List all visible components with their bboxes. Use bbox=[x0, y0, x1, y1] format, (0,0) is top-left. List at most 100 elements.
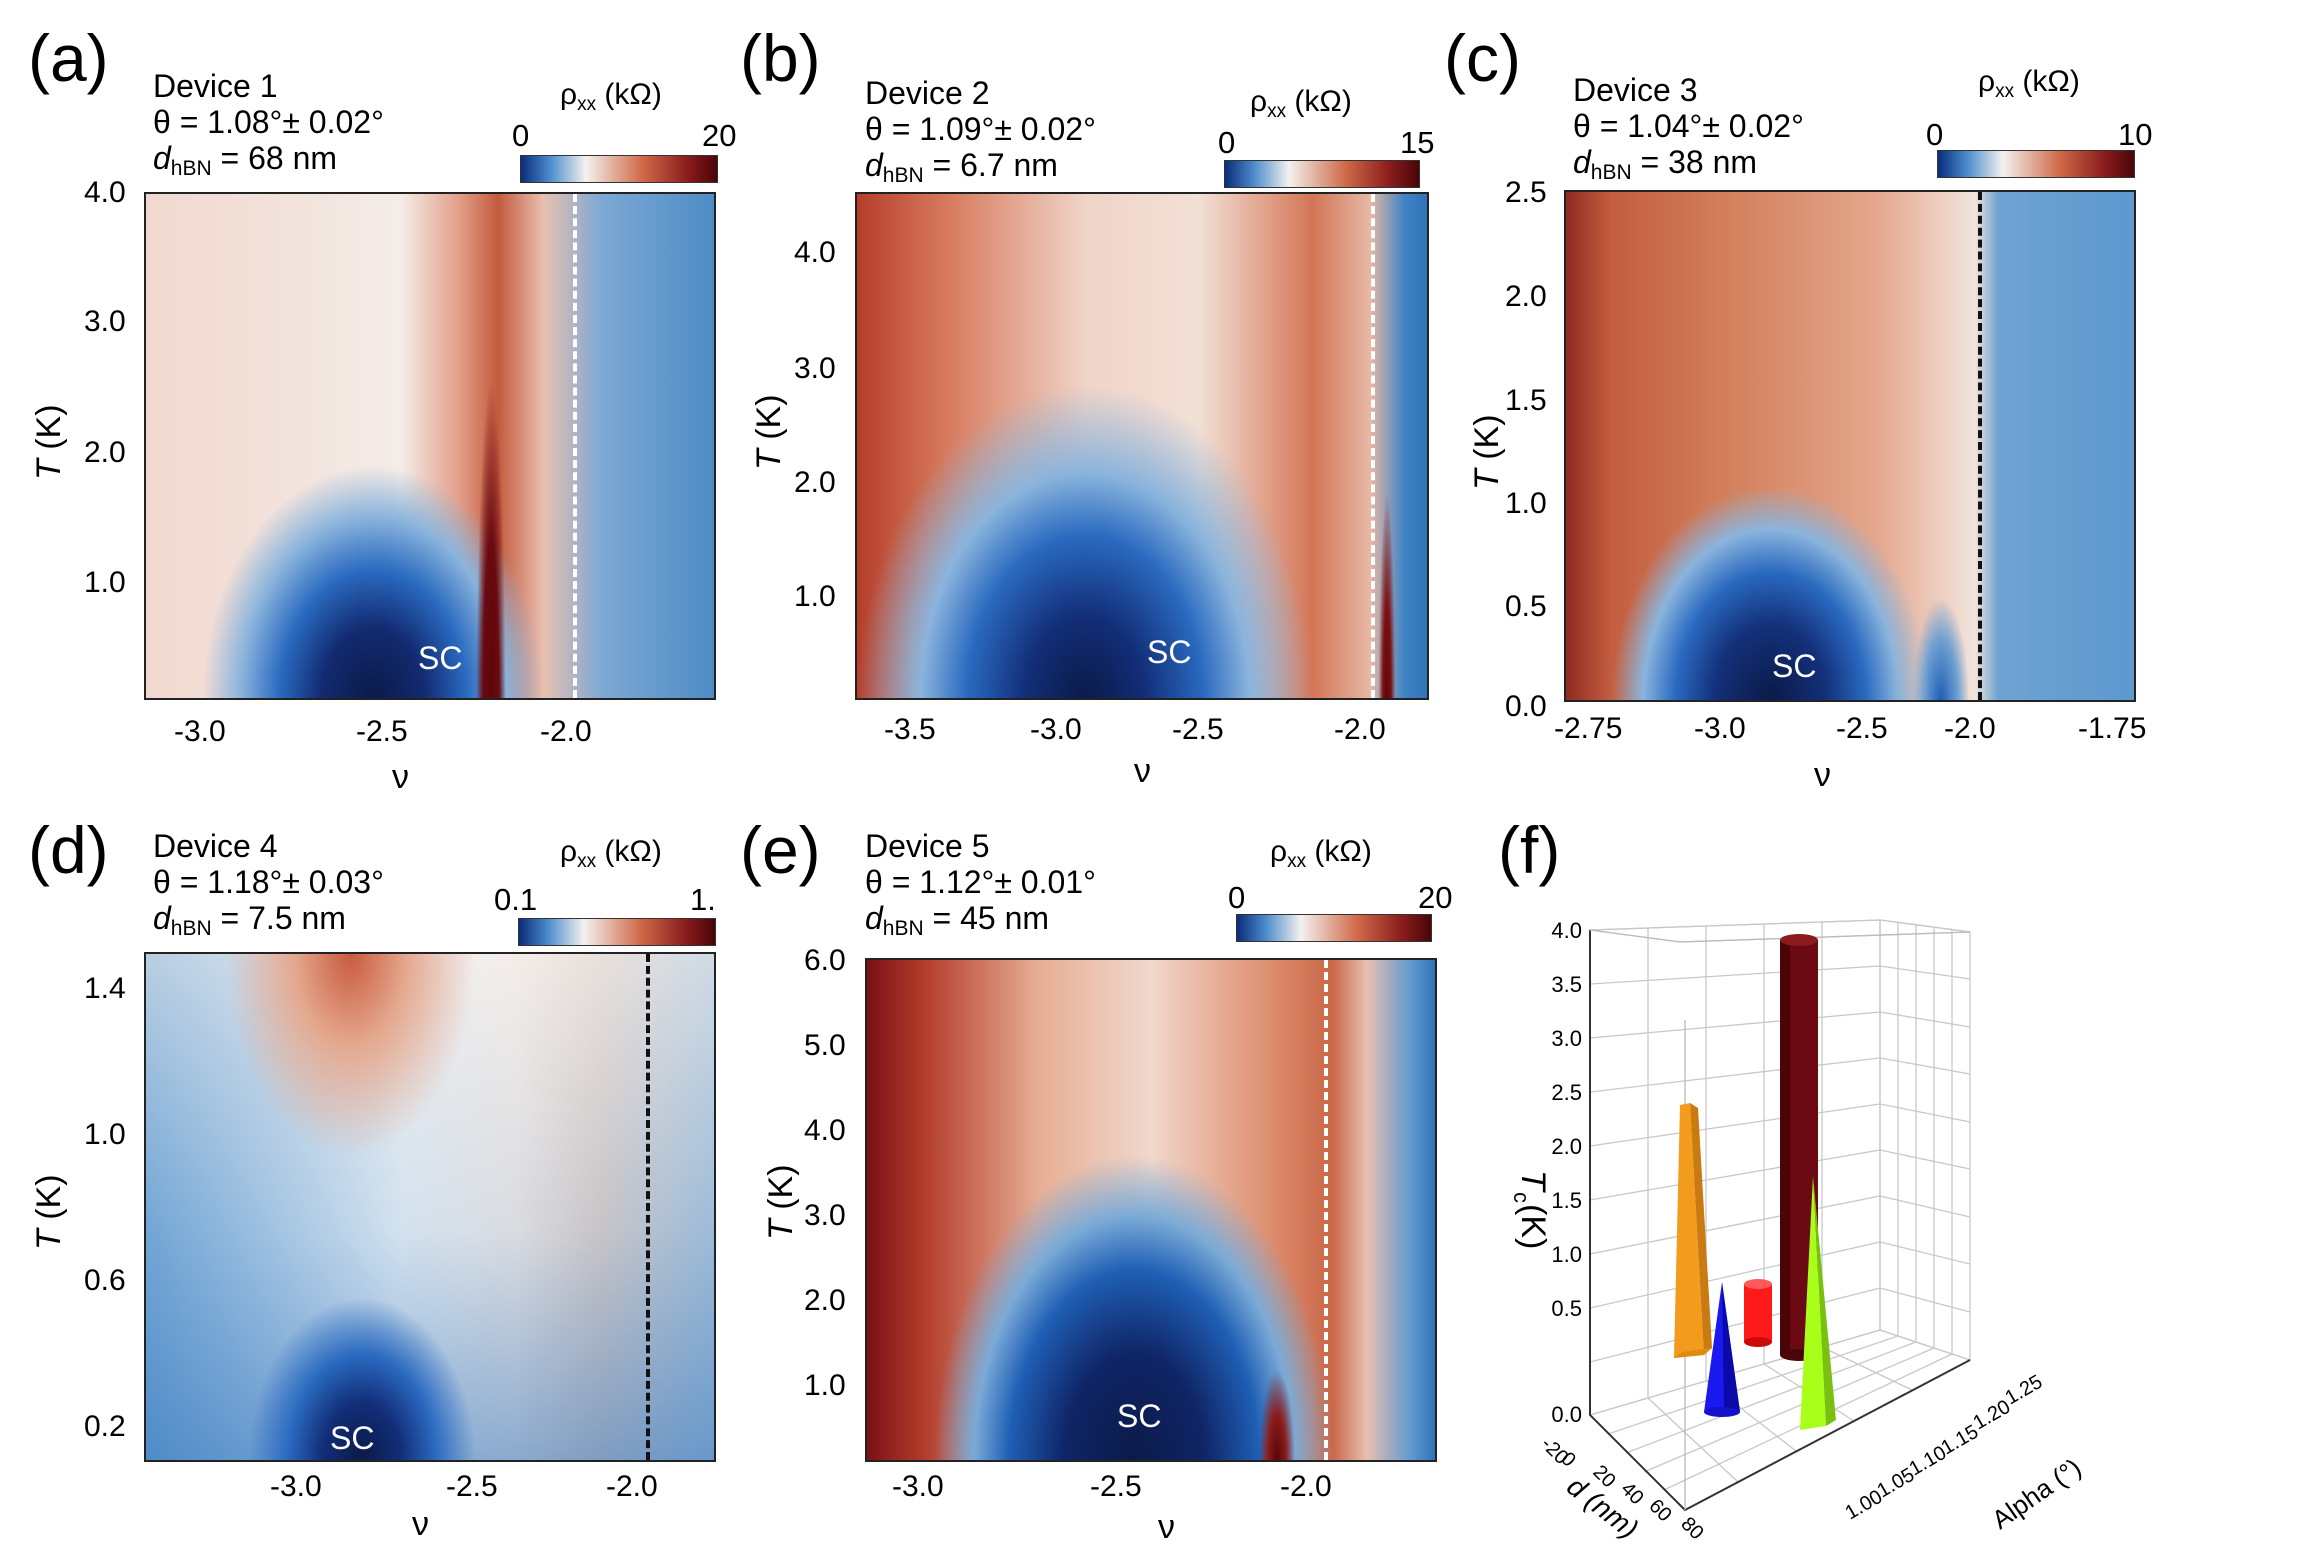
y-tick: 2.0 bbox=[804, 1284, 846, 1317]
sc-label: SC bbox=[330, 1420, 375, 1456]
x-tick: -2.0 bbox=[1944, 712, 1996, 745]
z-tick: 4.0 bbox=[1551, 918, 1582, 943]
colorbar bbox=[1937, 150, 2135, 178]
z-axis-label: T c (K) bbox=[1509, 1170, 1552, 1249]
y-tick: 4.0 bbox=[794, 236, 836, 269]
y-tick: 2.5 bbox=[1505, 176, 1547, 209]
device-title: Device 4 θ = 1.18°± 0.03° dhBN = 7.5 nm bbox=[153, 828, 384, 940]
sc-label: SC bbox=[1147, 634, 1192, 670]
y-tick: 3.0 bbox=[84, 305, 126, 338]
colorbar-max: 20 bbox=[702, 118, 737, 153]
z-tick: 2.5 bbox=[1551, 1080, 1582, 1105]
y-tick: 1.0 bbox=[804, 1369, 846, 1402]
x-tick: -2.5 bbox=[1836, 712, 1888, 745]
y-tick: 3.0 bbox=[804, 1199, 846, 1232]
z-tick: 0.5 bbox=[1551, 1296, 1582, 1321]
colorbar bbox=[1236, 914, 1432, 942]
heatmap-device-3: SC bbox=[1564, 190, 2136, 702]
colorbar bbox=[518, 918, 716, 946]
y-tick: 1.0 bbox=[84, 1118, 126, 1151]
bar-device-5 bbox=[1800, 1176, 1836, 1430]
colorbar-min: 0 bbox=[1228, 880, 1246, 915]
x-tick: -3.0 bbox=[174, 715, 226, 748]
colorbar-title: ρxx (kΩ) bbox=[1270, 835, 1372, 872]
colorbar-max: 10 bbox=[2118, 117, 2153, 152]
panel-letter: (a) bbox=[28, 21, 109, 95]
y-tick: 1.0 bbox=[1505, 487, 1547, 520]
x-axis-label: ν bbox=[1134, 752, 1151, 790]
nu-minus-2-line bbox=[646, 954, 650, 1460]
y-axis-label: T (K) bbox=[762, 1164, 800, 1240]
bar-device-3 bbox=[1704, 1282, 1740, 1417]
heatmap-device-4: SC bbox=[144, 952, 716, 1462]
nu-minus-2-line bbox=[1371, 194, 1375, 698]
y-tick: 0.2 bbox=[84, 1410, 126, 1443]
x-tick: -2.0 bbox=[540, 715, 592, 748]
panel-letter: (c) bbox=[1444, 21, 1521, 95]
panel-letter: (b) bbox=[740, 21, 821, 95]
x-axis-label: ν bbox=[412, 1505, 429, 1543]
colorbar bbox=[1224, 160, 1420, 188]
tc-3d-chart: 4.0 3.5 3.0 2.5 2.0 1.5 1.0 0.5 0.0 T c … bbox=[1509, 918, 2087, 1545]
y-tick: 1.4 bbox=[84, 972, 126, 1005]
x-tick: -2.5 bbox=[1172, 713, 1224, 746]
x-tick: -2.5 bbox=[446, 1470, 498, 1503]
device-title: Device 3 θ = 1.04°± 0.02° dhBN = 38 nm bbox=[1573, 72, 1804, 184]
x-tick: -2.0 bbox=[606, 1470, 658, 1503]
heatmap-device-1: SC bbox=[144, 192, 716, 700]
x-tick: -3.0 bbox=[892, 1470, 944, 1503]
svg-text:(K): (K) bbox=[1514, 1204, 1552, 1249]
colorbar-min: 0 bbox=[1218, 125, 1236, 160]
grid-box bbox=[1588, 919, 1972, 1511]
panel-letter: (d) bbox=[28, 813, 109, 887]
x-tick: -3.5 bbox=[884, 713, 936, 746]
y-axis-label: T (K) bbox=[30, 404, 68, 480]
x-tick: -1.75 bbox=[2078, 712, 2147, 745]
heatmap-device-2: SC bbox=[855, 192, 1429, 700]
sc-label: SC bbox=[418, 640, 463, 676]
svg-text:c: c bbox=[1509, 1192, 1534, 1203]
svg-text:T: T bbox=[1514, 1170, 1552, 1193]
y-tick: 2.0 bbox=[794, 466, 836, 499]
colorbar-min: 0.1 bbox=[494, 882, 538, 917]
y-axis-label: T (K) bbox=[30, 1174, 68, 1250]
x-tick: -3.0 bbox=[270, 1470, 322, 1503]
colorbar-title: ρxx (kΩ) bbox=[1250, 85, 1352, 122]
nu-minus-2-line bbox=[1978, 192, 1982, 700]
y-tick: 5.0 bbox=[804, 1029, 846, 1062]
y-tick: 4.0 bbox=[804, 1114, 846, 1147]
colorbar-max: 15 bbox=[1400, 125, 1435, 160]
panel-letter: (f) bbox=[1498, 813, 1561, 887]
x-tick: -2.75 bbox=[1554, 712, 1623, 745]
nu-minus-2-line bbox=[1324, 960, 1328, 1460]
x-tick: -2.0 bbox=[1334, 713, 1386, 746]
colorbar-title: ρxx (kΩ) bbox=[560, 835, 662, 872]
y-axis-label: T (K) bbox=[750, 394, 788, 470]
z-tick: 1.5 bbox=[1551, 1188, 1582, 1213]
heatmap-device-5: SC bbox=[865, 958, 1437, 1462]
colorbar-max: 20 bbox=[1418, 880, 1453, 915]
y-tick: 4.0 bbox=[84, 176, 126, 209]
d-tick: 60 bbox=[1644, 1495, 1675, 1526]
panel-letter: (e) bbox=[740, 813, 821, 887]
y-axis-label: T (K) bbox=[1468, 414, 1506, 490]
device-title: Device 1 θ = 1.08°± 0.02° dhBN = 68 nm bbox=[153, 68, 384, 180]
z-tick: 3.0 bbox=[1551, 1026, 1582, 1051]
x-axis-label: ν bbox=[1814, 756, 1831, 794]
tc-bars bbox=[1674, 934, 1836, 1430]
y-tick: 2.0 bbox=[1505, 280, 1547, 313]
y-tick: 6.0 bbox=[804, 944, 846, 977]
colorbar-min: 0 bbox=[1926, 117, 1944, 152]
colorbar-max: 1. bbox=[690, 882, 716, 917]
y-tick: 2.0 bbox=[84, 436, 126, 469]
z-ticks: 4.0 3.5 3.0 2.5 2.0 1.5 1.0 0.5 0.0 bbox=[1551, 918, 1582, 1427]
colorbar bbox=[520, 155, 718, 183]
z-tick: 2.0 bbox=[1551, 1134, 1582, 1159]
y-tick: 3.0 bbox=[794, 352, 836, 385]
d-tick: 80 bbox=[1676, 1513, 1707, 1544]
colorbar-title: ρxx (kΩ) bbox=[1978, 65, 2080, 102]
alpha-tick: 1.25 bbox=[2002, 1371, 2047, 1410]
alpha-axis-label: Alpha (°) bbox=[1986, 1452, 2086, 1535]
x-tick: -2.5 bbox=[356, 715, 408, 748]
x-tick: -3.0 bbox=[1694, 712, 1746, 745]
